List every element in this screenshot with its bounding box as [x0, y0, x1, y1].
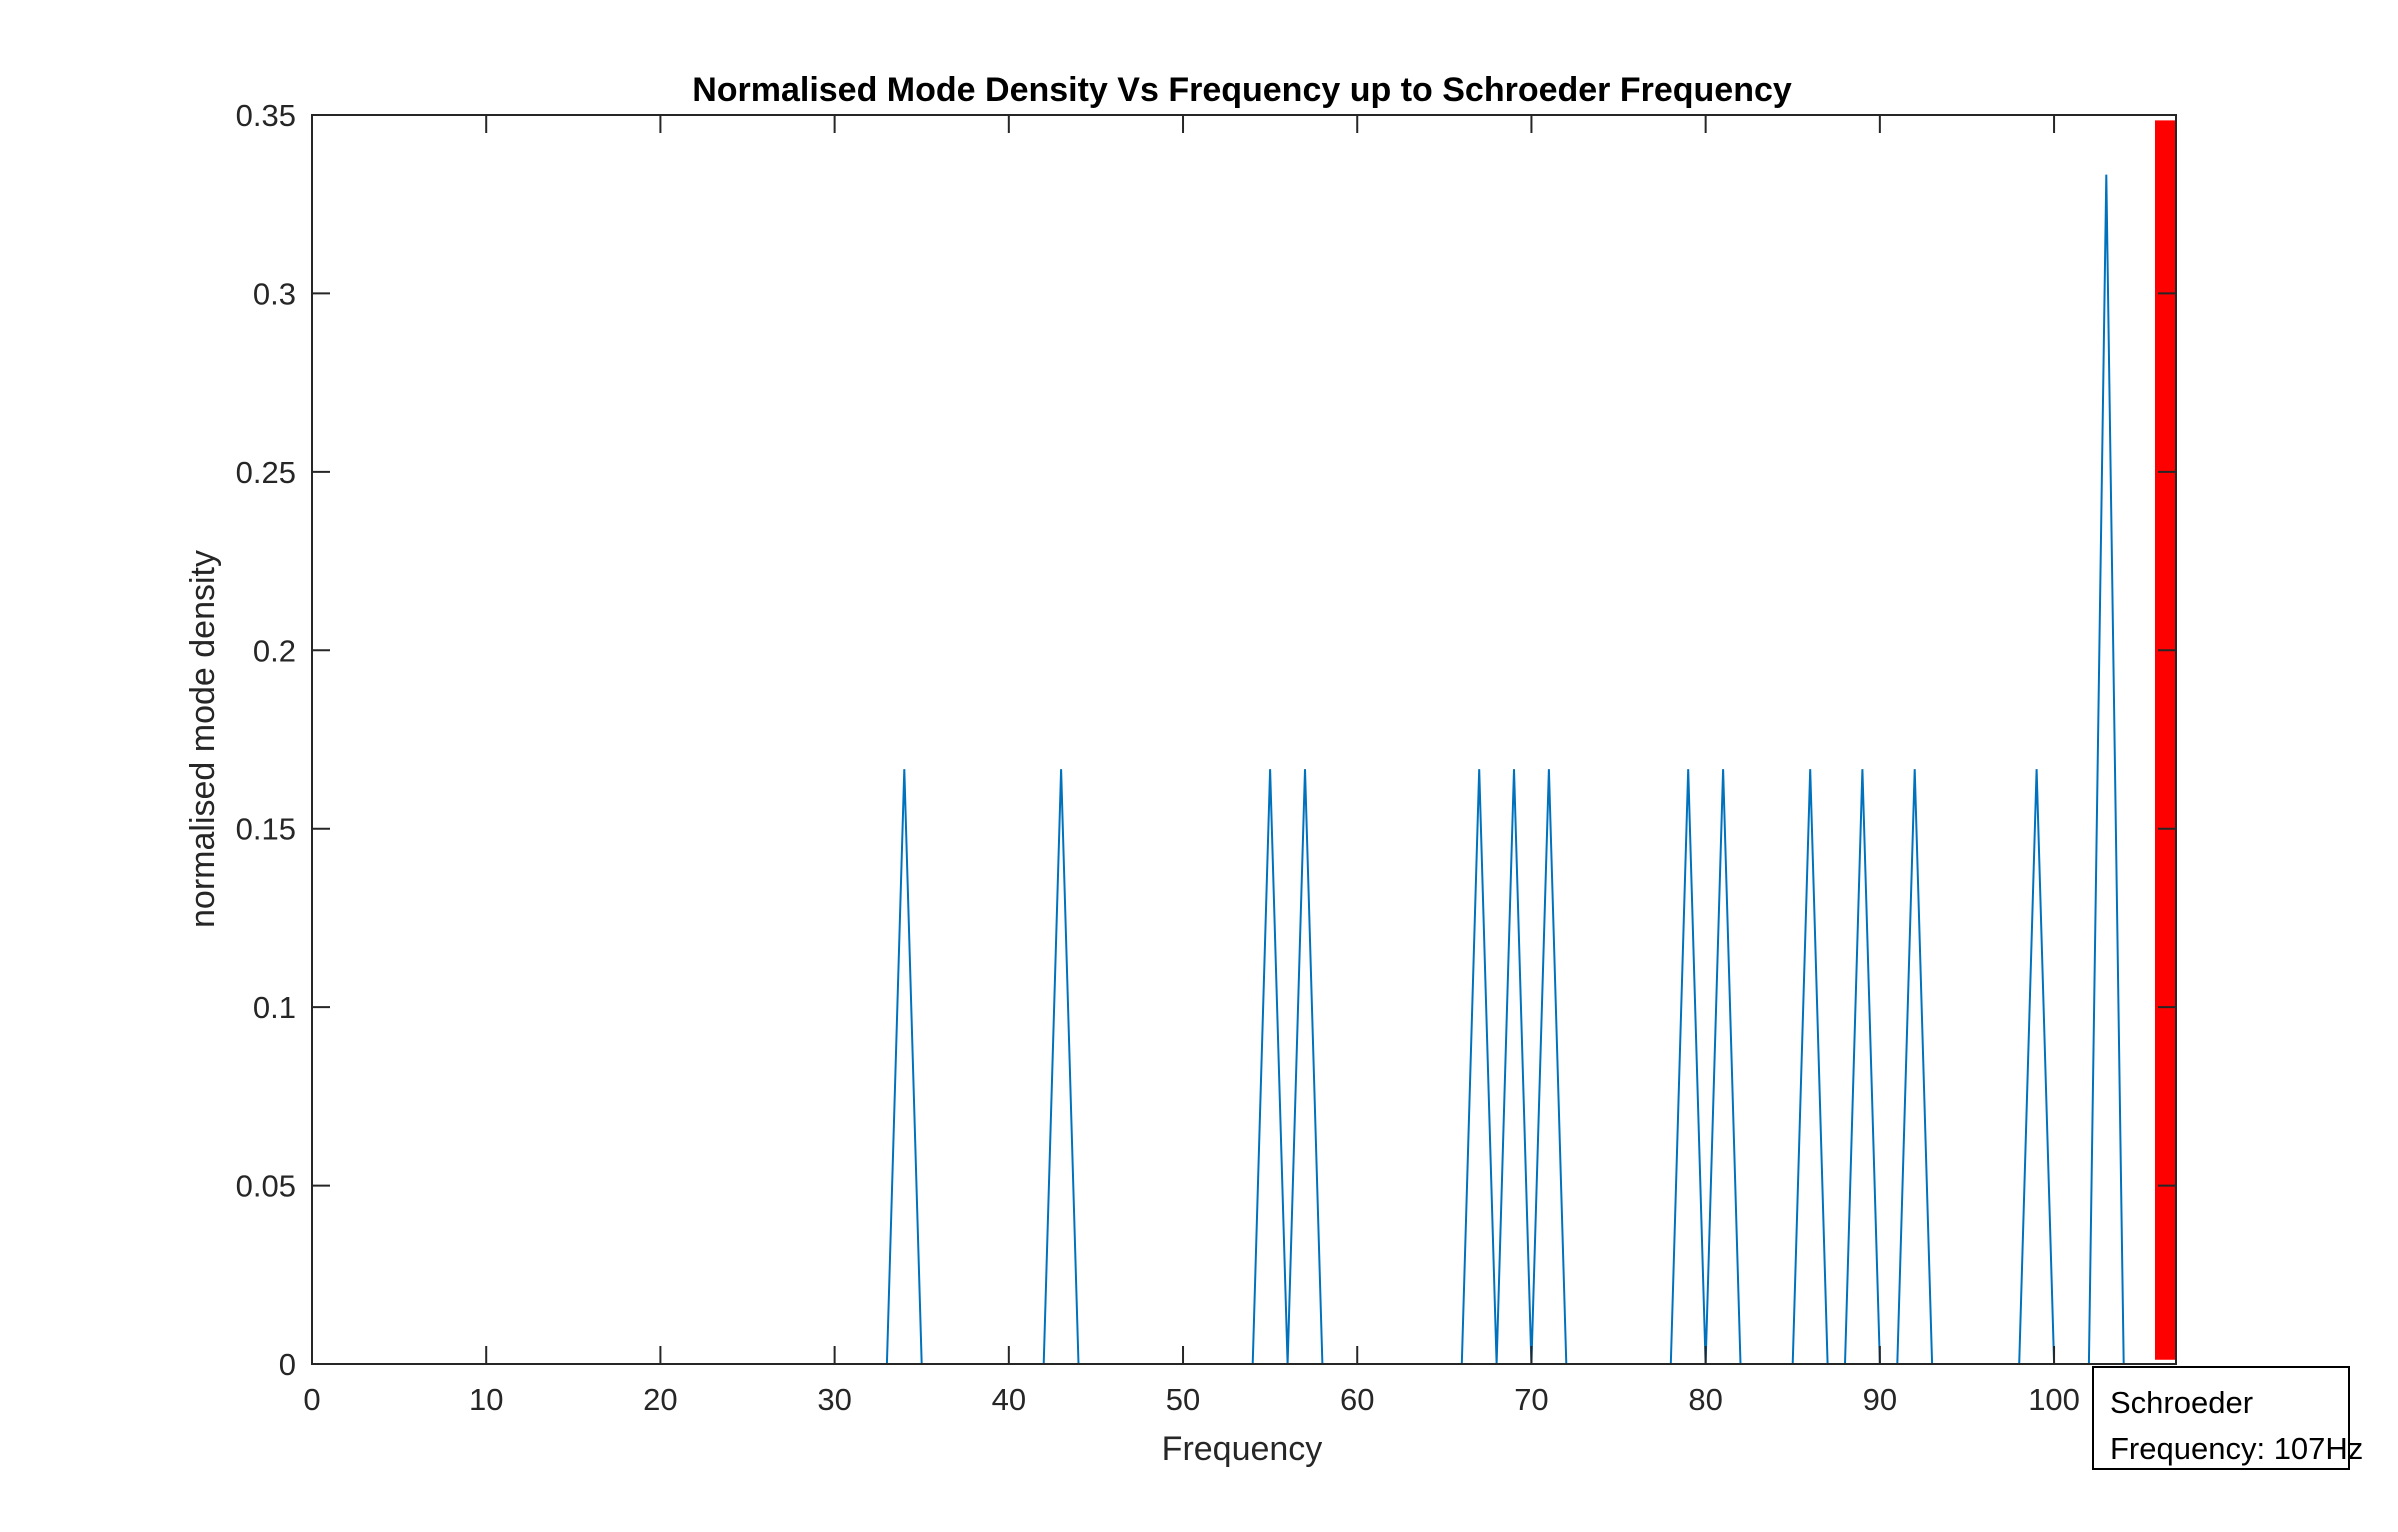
- x-tick-label: 90: [1863, 1382, 1897, 1417]
- x-tick-label: 60: [1340, 1382, 1374, 1417]
- y-tick-label: 0.3: [253, 276, 296, 311]
- axes-box: [311, 114, 2177, 1365]
- x-tick-label: 30: [817, 1382, 851, 1417]
- y-tick-label: 0.15: [236, 812, 296, 847]
- annotation-line-2: Frequency: 107Hz: [2110, 1431, 2364, 1466]
- y-tick-label: 0.35: [236, 98, 296, 133]
- y-tick-label: 0.25: [236, 455, 296, 490]
- chart-title: Normalised Mode Density Vs Frequency up …: [692, 71, 1792, 109]
- y-tick-label: 0.2: [253, 633, 296, 668]
- annotation-line-1: Schroeder: [2110, 1385, 2254, 1420]
- x-tick-label: 100: [2028, 1382, 2080, 1417]
- x-tick-label: 80: [1688, 1382, 1722, 1417]
- axes: 0 10 20 30 40 50 60 70 80 90 100 0 0.05 0.1 0.15 0.2 0.2…: [236, 98, 2177, 1417]
- y-tick-label: 0.05: [236, 1169, 296, 1204]
- x-tick-label: 10: [469, 1382, 503, 1417]
- x-tick-label: 50: [1166, 1382, 1200, 1417]
- plot-area: [312, 115, 2176, 1364]
- x-axis-label: Frequency: [1162, 1430, 1323, 1468]
- x-tick-label: 40: [992, 1382, 1026, 1417]
- schroeder-annotation: Schroeder Frequency: 107Hz: [2092, 1366, 2364, 1470]
- y-tick-label: 0: [279, 1347, 296, 1382]
- x-tick-label: 0: [303, 1382, 320, 1417]
- y-tick-label: 0.1: [253, 990, 296, 1025]
- y-axis-label: normalised mode density: [184, 550, 222, 928]
- x-tick-label: 70: [1514, 1382, 1548, 1417]
- x-tick-label: 20: [643, 1382, 677, 1417]
